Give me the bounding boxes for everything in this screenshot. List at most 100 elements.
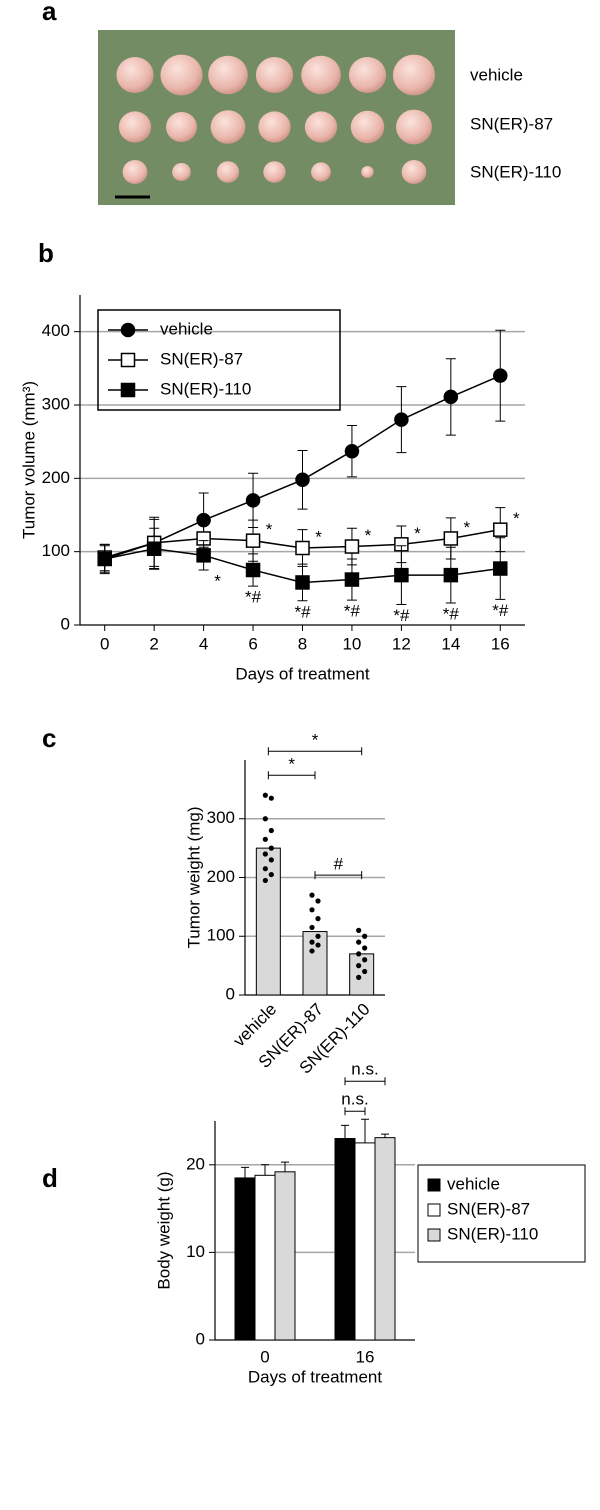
data-point: [262, 877, 268, 884]
bar: [274, 1171, 296, 1341]
annotation: *: [365, 526, 372, 545]
tumor: [116, 57, 154, 93]
marker: [443, 531, 459, 546]
annotation: *#: [393, 606, 410, 625]
legend-marker: [120, 322, 136, 338]
data-point: [268, 871, 274, 878]
data-point: [362, 968, 368, 975]
marker: [443, 567, 459, 583]
bar: [374, 1137, 396, 1341]
bar: [255, 847, 281, 996]
legend-label: vehicle: [160, 319, 213, 338]
data-point: [268, 827, 274, 834]
data-point: [309, 892, 315, 898]
marker: [245, 562, 261, 578]
data-point: [309, 924, 315, 931]
error-bar: [241, 1166, 249, 1178]
legend-swatch: [427, 1203, 441, 1217]
legend-swatch: [427, 1178, 441, 1192]
y-tick-label: 200: [42, 468, 70, 487]
tumor: [258, 111, 291, 143]
legend-label: vehicle: [447, 1174, 500, 1193]
tumor: [208, 55, 248, 95]
significance-label: n.s.: [341, 1090, 368, 1109]
marker: [97, 551, 112, 567]
panel-label: d: [42, 1163, 58, 1193]
x-tick-label: 2: [149, 634, 158, 653]
tumor: [263, 161, 286, 183]
tumor: [160, 54, 203, 96]
tumor: [392, 54, 436, 96]
data-point: [315, 916, 321, 922]
x-tick-label: 0: [260, 1347, 269, 1366]
error-bar: [361, 1118, 369, 1143]
y-tick-label: 200: [207, 867, 235, 886]
y-tick-label: 400: [42, 321, 70, 340]
tumor: [210, 110, 246, 144]
tumor: [172, 163, 191, 181]
bar: [334, 1138, 356, 1341]
tumor: [216, 161, 240, 183]
y-tick-label: 100: [42, 541, 70, 560]
tumor: [396, 109, 432, 145]
data-point: [362, 957, 368, 963]
marker: [344, 539, 360, 554]
x-tick-label: 16: [491, 634, 510, 653]
significance-label: n.s.: [351, 1060, 378, 1079]
y-tick-label: 20: [186, 1154, 205, 1173]
tumor: [311, 162, 331, 182]
annotation: *#: [245, 588, 262, 607]
x-tick-label: 16: [356, 1347, 375, 1366]
x-tick-label: 14: [441, 634, 460, 653]
data-point: [262, 851, 268, 857]
bar: [254, 1174, 276, 1341]
legend-label: SN(ER)-110: [447, 1224, 538, 1243]
bar: [234, 1177, 256, 1341]
data-point: [309, 948, 315, 954]
data-point: [315, 942, 321, 948]
x-tick-label: 6: [248, 634, 257, 653]
marker: [394, 412, 409, 427]
row-label: SN(ER)-110: [470, 162, 561, 181]
bar: [349, 953, 375, 996]
bar: [354, 1142, 376, 1341]
marker: [493, 522, 508, 537]
significance-bracket: [314, 871, 363, 880]
x-axis-label: Days of treatment: [235, 664, 369, 683]
x-tick-label: 12: [392, 634, 411, 653]
significance-bracket: [344, 1107, 366, 1116]
legend-box: [97, 309, 341, 411]
row-label: SN(ER)-87: [470, 114, 553, 133]
data-point: [268, 857, 274, 863]
legend-swatch: [427, 1228, 441, 1242]
bar: [302, 931, 328, 996]
annotation: *: [414, 524, 421, 543]
x-tick-label: 0: [100, 634, 109, 653]
marker: [344, 443, 360, 459]
panel-label: c: [42, 723, 56, 753]
marker: [196, 548, 211, 563]
row-label: vehicle: [470, 65, 523, 84]
significance-bracket: [267, 747, 363, 756]
x-axis-label: Days of treatment: [248, 1367, 382, 1386]
error-bar: [281, 1161, 289, 1172]
annotation: *#: [294, 602, 311, 621]
marker: [245, 533, 261, 548]
data-point: [315, 898, 321, 904]
annotation: *#: [344, 602, 361, 621]
data-point: [262, 866, 268, 872]
error-bar: [341, 1124, 349, 1139]
data-point: [362, 933, 368, 939]
marker: [443, 389, 459, 405]
marker: [295, 575, 310, 590]
y-axis-label: Body weight (g): [154, 1171, 173, 1289]
tumor: [361, 166, 374, 178]
marker: [295, 472, 310, 488]
y-axis-label: Tumor volume (mm³): [19, 381, 38, 539]
y-tick-label: 100: [207, 926, 235, 945]
marker: [493, 561, 508, 576]
y-axis-label: Tumor weight (mg): [184, 806, 203, 948]
error-bar: [381, 1133, 389, 1138]
tumor: [348, 57, 387, 93]
